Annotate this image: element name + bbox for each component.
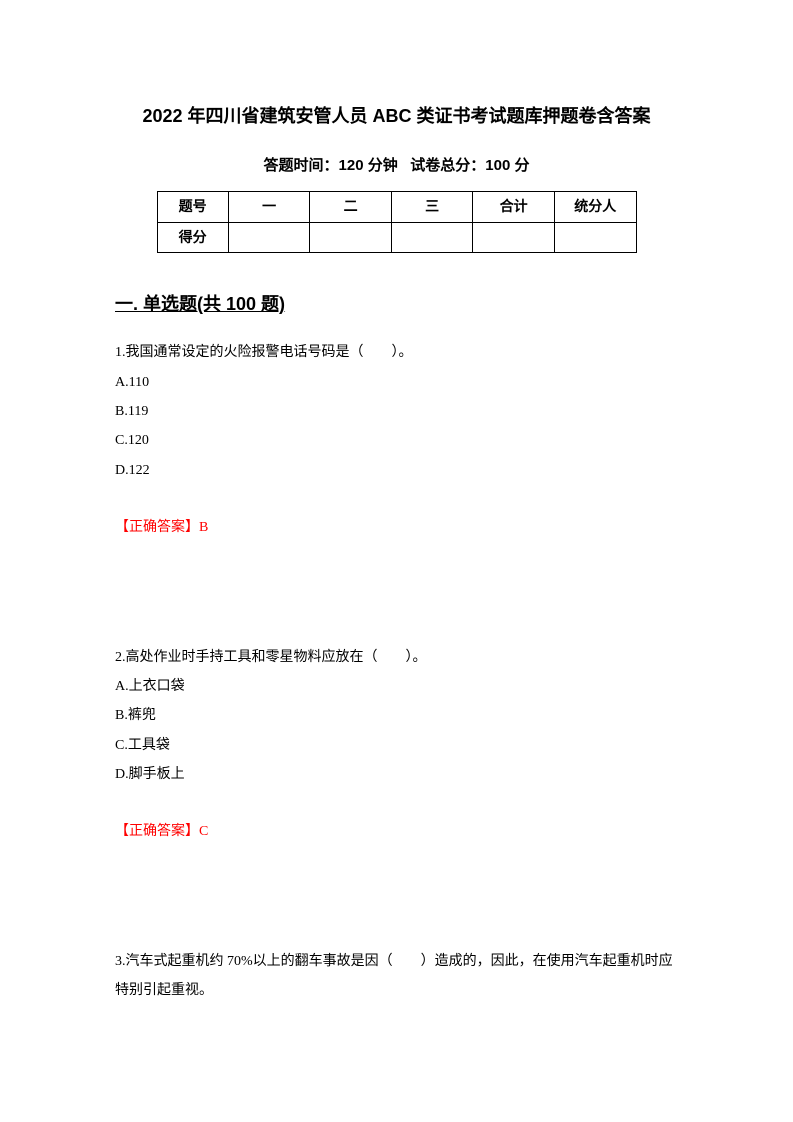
question-stem: 2.高处作业时手持工具和零星物料应放在（ ）。 bbox=[115, 643, 678, 672]
score-table: 题号 一 二 三 合计 统分人 得分 bbox=[157, 191, 637, 252]
table-header-cell: 三 bbox=[391, 192, 473, 222]
table-header-cell: 题号 bbox=[157, 192, 228, 222]
table-header-cell: 统分人 bbox=[554, 192, 636, 222]
table-header-row: 题号 一 二 三 合计 统分人 bbox=[157, 192, 636, 222]
table-header-cell: 一 bbox=[228, 192, 310, 222]
answer-label: 【正确答案】 bbox=[115, 520, 199, 535]
question-option: A.110 bbox=[115, 368, 678, 397]
question-option: B.裤兜 bbox=[115, 701, 678, 730]
answer: 【正确答案】C bbox=[115, 817, 678, 846]
subtitle: 答题时间：120 分钟 试卷总分：100 分 bbox=[115, 152, 678, 179]
table-score-row: 得分 bbox=[157, 222, 636, 252]
question-block: 3.汽车式起重机约 70%以上的翻车事故是因（ ）造成的，因此，在使用汽车起重机… bbox=[115, 947, 678, 1006]
question-option: C.120 bbox=[115, 426, 678, 455]
table-cell bbox=[228, 222, 310, 252]
question-option: C.工具袋 bbox=[115, 731, 678, 760]
table-cell bbox=[310, 222, 392, 252]
page-title: 2022 年四川省建筑安管人员 ABC 类证书考试题库押题卷含答案 bbox=[115, 100, 678, 132]
question-stem: 3.汽车式起重机约 70%以上的翻车事故是因（ ）造成的，因此，在使用汽车起重机… bbox=[115, 947, 678, 1006]
table-header-cell: 合计 bbox=[473, 192, 555, 222]
section-title: 一. 单选题(共 100 题) bbox=[115, 288, 678, 320]
table-cell bbox=[391, 222, 473, 252]
answer: 【正确答案】B bbox=[115, 513, 678, 542]
question-block: 1.我国通常设定的火险报警电话号码是（ ）。 A.110 B.119 C.120… bbox=[115, 338, 678, 542]
score-label: 试卷总分： bbox=[410, 157, 485, 174]
question-option: D.122 bbox=[115, 456, 678, 485]
question-option: A.上衣口袋 bbox=[115, 672, 678, 701]
answer-label: 【正确答案】 bbox=[115, 824, 199, 839]
time-label: 答题时间： bbox=[264, 157, 339, 174]
question-stem: 1.我国通常设定的火险报警电话号码是（ ）。 bbox=[115, 338, 678, 367]
question-block: 2.高处作业时手持工具和零星物料应放在（ ）。 A.上衣口袋 B.裤兜 C.工具… bbox=[115, 643, 678, 847]
table-cell bbox=[554, 222, 636, 252]
time-value: 120 分钟 bbox=[339, 157, 398, 174]
table-cell bbox=[473, 222, 555, 252]
score-value: 100 分 bbox=[485, 157, 529, 174]
table-header-cell: 二 bbox=[310, 192, 392, 222]
answer-value: C bbox=[199, 824, 208, 839]
question-option: B.119 bbox=[115, 397, 678, 426]
table-row-label: 得分 bbox=[157, 222, 228, 252]
answer-value: B bbox=[199, 520, 208, 535]
question-option: D.脚手板上 bbox=[115, 760, 678, 789]
